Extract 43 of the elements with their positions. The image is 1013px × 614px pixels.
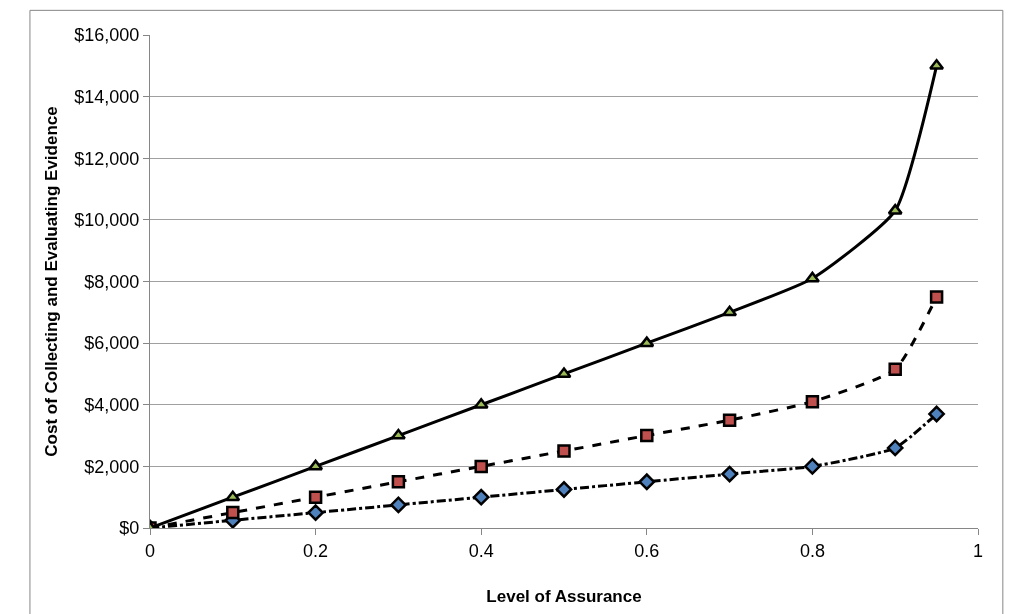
y-tick-label: $0: [119, 518, 140, 539]
point: [722, 305, 738, 317]
point: [722, 413, 737, 427]
x-tick-label: 1: [972, 540, 984, 561]
point: [638, 473, 656, 491]
point: [307, 504, 324, 521]
point: [804, 457, 821, 475]
x-axis-title: Level of Assurance: [486, 587, 642, 606]
point: [308, 490, 323, 504]
point: [555, 481, 573, 498]
y-tick-label: $4,000: [84, 395, 140, 416]
y-tick-label: $12,000: [74, 148, 140, 169]
point: [474, 459, 488, 474]
point: [308, 459, 324, 471]
point: [721, 465, 738, 483]
point: [225, 490, 241, 502]
x-tick-label: 0.8: [799, 540, 825, 561]
y-tick-label: $8,000: [84, 271, 140, 292]
point: [886, 439, 904, 457]
point: [804, 271, 820, 283]
point: [391, 475, 406, 489]
point: [639, 336, 655, 348]
y-tick-label: $14,000: [74, 86, 140, 107]
y-tick-label: $16,000: [74, 25, 140, 46]
point: [805, 394, 820, 409]
x-tick-label: 0: [144, 540, 156, 561]
y-tick-label: $10,000: [74, 210, 140, 231]
point: [557, 444, 571, 458]
y-tick-label: $2,000: [84, 456, 140, 477]
point: [887, 203, 903, 215]
point: [390, 428, 406, 440]
y-tick-label: $6,000: [84, 333, 140, 354]
y-axis-title: Cost of Collecting and Evaluating Evidence: [41, 106, 61, 457]
point: [640, 428, 654, 443]
point: [226, 505, 240, 520]
point: [929, 290, 944, 304]
point: [888, 362, 902, 377]
x-tick-label: 0.2: [303, 540, 329, 561]
point: [472, 488, 490, 506]
x-tick-label: 0.6: [634, 540, 660, 561]
x-tick-label: 0.4: [468, 540, 494, 561]
point: [928, 405, 945, 423]
point: [390, 496, 407, 514]
